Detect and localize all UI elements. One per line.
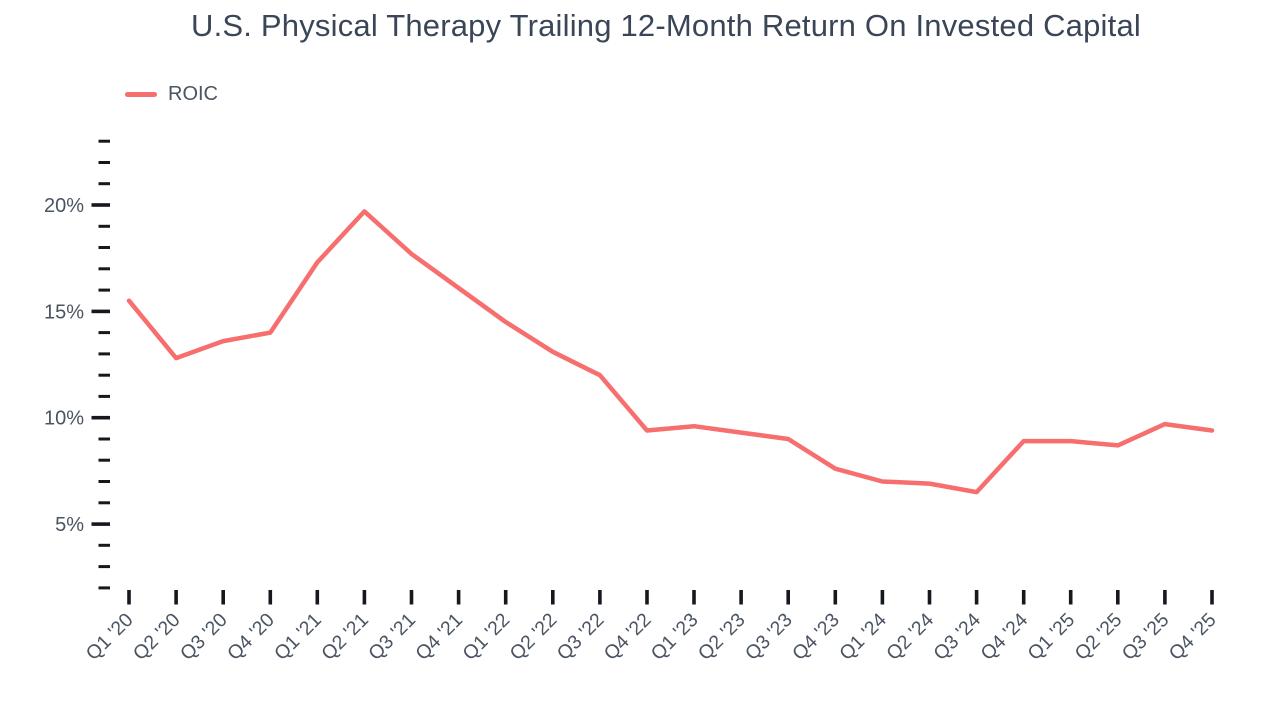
x-axis-tick (456, 590, 461, 605)
y-axis-major-tick (91, 309, 110, 314)
y-axis-minor-tick (98, 139, 110, 143)
x-axis-tick (551, 590, 555, 605)
x-axis-tick (221, 590, 225, 605)
y-axis-minor-tick (98, 373, 110, 377)
roic-line-swatch (125, 91, 157, 97)
x-axis-tick (739, 590, 743, 605)
y-axis-major-tick (91, 415, 110, 420)
x-axis-label: Q3 '21 (364, 609, 420, 665)
x-axis-label: Q1 '24 (835, 609, 891, 665)
x-axis-tick (315, 590, 320, 605)
x-axis-tick (645, 590, 649, 605)
y-axis-minor-tick (98, 352, 110, 356)
y-axis-label: 5% (55, 514, 84, 536)
y-axis-minor-tick (98, 394, 110, 398)
x-axis-label: Q4 '24 (976, 609, 1032, 665)
y-axis-minor-tick (98, 543, 110, 547)
y-axis-minor-tick (98, 501, 110, 505)
x-axis-tick (362, 590, 367, 605)
y-axis-minor-tick (98, 267, 110, 271)
x-axis-tick (127, 590, 131, 605)
x-axis-label: Q1 '25 (1023, 609, 1079, 665)
x-axis-label: Q3 '20 (176, 609, 232, 665)
x-axis-tick (786, 590, 790, 605)
x-axis-label: Q2 '20 (129, 609, 185, 665)
y-axis-minor-tick (98, 288, 110, 292)
y-axis-major-tick (91, 522, 110, 526)
y-axis-minor-tick (98, 480, 110, 483)
y-axis-minor-tick (98, 458, 110, 462)
x-axis-tick (409, 590, 414, 605)
x-axis-tick (833, 590, 838, 605)
y-axis-minor-tick (98, 331, 110, 335)
y-axis-minor-tick (98, 565, 110, 569)
x-axis-label: Q3 '22 (553, 609, 609, 665)
x-axis-tick (927, 590, 932, 605)
y-axis-minor-tick (98, 586, 110, 590)
y-axis-major-tick (91, 203, 110, 207)
roic-line (126, 209, 1215, 495)
x-axis-label: Q2 '25 (1071, 609, 1127, 665)
x-axis-tick (1163, 590, 1167, 605)
y-axis-label: 15% (44, 301, 84, 323)
x-axis-label: Q4 '22 (600, 609, 656, 665)
x-axis-tick (503, 590, 508, 605)
x-axis-tick (174, 590, 178, 605)
x-axis-tick (974, 590, 979, 605)
y-axis: 5% 10% 15% 20% (44, 139, 110, 590)
x-axis-label: Q4 '20 (223, 609, 279, 665)
x-axis-label: Q2 '24 (882, 609, 938, 665)
x-axis-tick (268, 590, 273, 605)
x-axis-label: Q4 '23 (788, 609, 844, 665)
x-axis-label: Q3 '24 (929, 609, 985, 665)
x-axis-label: Q1 '21 (270, 609, 326, 665)
x-axis-label: Q3 '25 (1118, 609, 1174, 665)
x-axis-tick (880, 590, 885, 605)
x-axis-label: Q1 '23 (647, 609, 703, 665)
x-axis-tick (1068, 590, 1073, 605)
y-axis-minor-tick (98, 224, 110, 228)
chart-title: U.S. Physical Therapy Trailing 12-Month … (191, 8, 1141, 43)
x-axis-tick (598, 590, 602, 605)
legend-label-roic: ROIC (168, 82, 218, 105)
y-axis-minor-tick (98, 246, 110, 249)
x-axis-label: Q1 '22 (458, 609, 514, 665)
x-axis-tick (1210, 590, 1214, 605)
x-axis-label: Q3 '23 (741, 609, 797, 665)
x-axis-label: Q2 '23 (694, 609, 750, 665)
x-axis-label: Q4 '21 (411, 609, 467, 665)
y-axis-minor-tick (98, 182, 110, 186)
x-axis-label: Q4 '25 (1165, 609, 1221, 665)
x-axis-label: Q1 '20 (82, 609, 138, 665)
x-axis-tick (692, 590, 696, 605)
y-axis-minor-tick (98, 161, 110, 164)
y-axis-label: 20% (44, 195, 84, 217)
x-axis-tick (1021, 590, 1026, 605)
legend: ROIC (125, 82, 218, 105)
x-axis-label: Q2 '22 (506, 609, 562, 665)
y-axis-label: 10% (44, 408, 84, 430)
y-axis-minor-tick (98, 437, 110, 441)
x-axis-label: Q2 '21 (317, 609, 373, 665)
x-axis-tick (1116, 590, 1120, 605)
